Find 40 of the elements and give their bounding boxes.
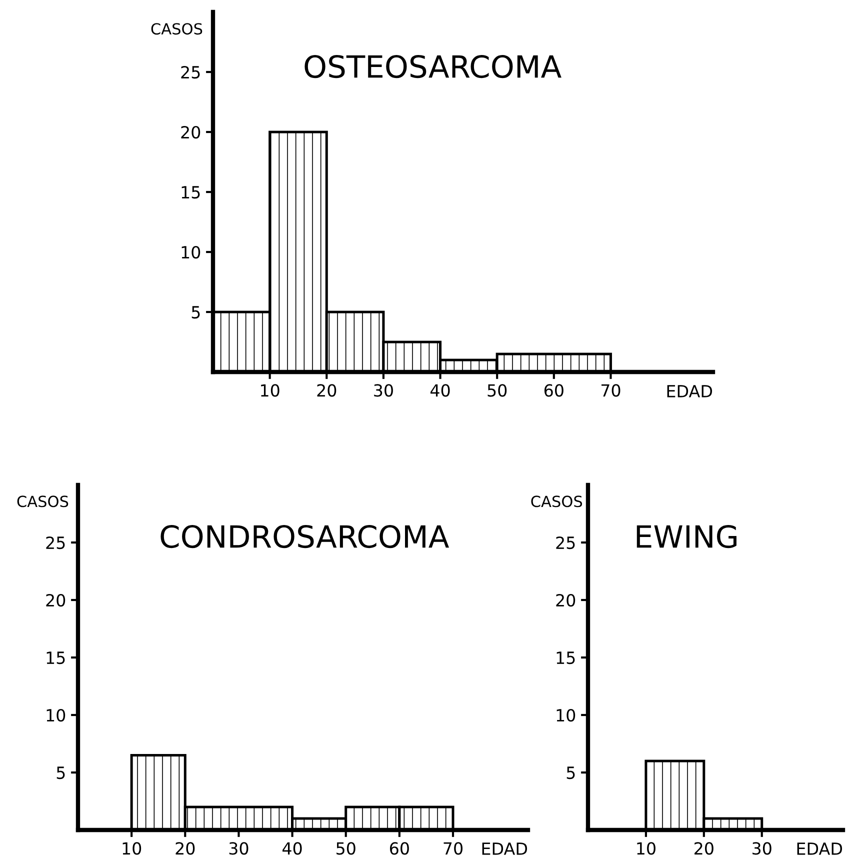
y-tick-label: 5 <box>566 766 575 780</box>
y-tick-label: 10 <box>182 246 200 259</box>
x-tick-label: 70 <box>601 384 620 397</box>
x-tick-label: 10 <box>122 842 142 855</box>
y-axis-title: CASOS <box>17 496 68 508</box>
x-tick-label: 10 <box>261 384 280 397</box>
y-tick-label: 25 <box>556 536 575 550</box>
x-tick-label: 30 <box>752 842 772 855</box>
y-tick-label: 15 <box>556 652 575 664</box>
x-tick-label: 50 <box>336 842 356 855</box>
y-tick-label: 15 <box>182 186 200 199</box>
x-tick-label: 40 <box>282 842 302 855</box>
text: EWING <box>636 524 736 548</box>
y-tick-label: 5 <box>56 766 65 780</box>
text: OSTEOSARCOMA <box>304 54 562 78</box>
y-tick-label: 10 <box>46 708 66 722</box>
x-tick-label: 30 <box>229 842 248 855</box>
y-axis-title: CASOS <box>531 496 582 508</box>
x-tick-label: 60 <box>544 384 564 397</box>
y-tick-label: 25 <box>181 66 200 79</box>
y-tick-label: 15 <box>46 652 65 664</box>
x-tick-label: 10 <box>637 842 656 855</box>
x-axis-title: EDAD <box>797 842 842 855</box>
y-tick-label: 20 <box>181 126 200 139</box>
y-tick-label: 20 <box>556 594 576 607</box>
y-tick-label: 5 <box>192 306 200 319</box>
x-tick-label: 60 <box>390 842 409 855</box>
x-tick-label: 40 <box>430 384 450 397</box>
y-tick-label: 20 <box>46 594 66 607</box>
x-axis-title: EDAD <box>667 385 712 398</box>
x-tick-label: 20 <box>694 842 714 855</box>
x-axis-title: EDAD <box>482 842 528 855</box>
x-tick-label: 50 <box>488 384 507 397</box>
y-tick-label: 10 <box>556 708 576 722</box>
x-tick-label: 20 <box>317 384 336 397</box>
x-tick-label: 30 <box>374 384 393 397</box>
y-tick-label: 25 <box>46 536 65 550</box>
x-tick-label: 70 <box>444 842 462 855</box>
text: CONDROSARCOMA <box>160 524 450 548</box>
y-axis-title: CASOS <box>151 23 202 35</box>
